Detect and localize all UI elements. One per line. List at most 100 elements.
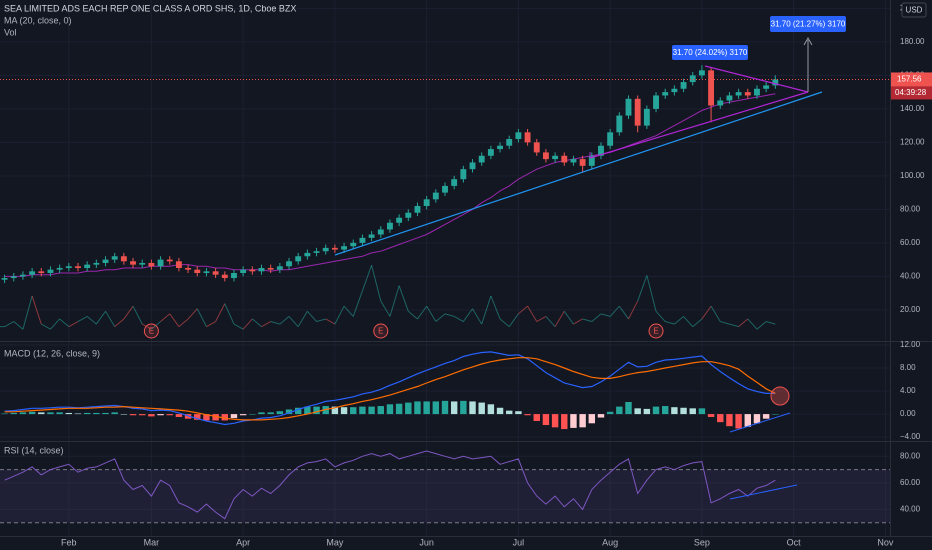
candle-body	[607, 132, 614, 146]
volume-segment	[288, 316, 299, 327]
volume-segment	[86, 316, 97, 325]
macd-histogram-bar	[524, 414, 531, 416]
macd-histogram-bar	[634, 408, 641, 415]
y-tick-label: 20.00	[900, 305, 921, 314]
volume-segment	[251, 318, 262, 328]
triangle-line	[589, 91, 809, 159]
candle-body	[561, 155, 568, 163]
macd-histogram-bar	[469, 401, 476, 415]
macd-histogram-bar	[83, 412, 91, 415]
volume-segment	[178, 318, 189, 328]
countdown-label: 04:39:28	[895, 88, 927, 97]
candle-body	[368, 234, 375, 238]
candle-body	[249, 269, 256, 272]
volume-segment	[206, 321, 216, 328]
candle-body	[772, 79, 779, 86]
candle-body	[65, 266, 72, 268]
candle-body	[542, 152, 549, 160]
candle-body	[377, 229, 384, 235]
divergence-line	[729, 484, 798, 500]
rsi-line	[4, 450, 776, 520]
x-tick-label: Jun	[419, 537, 434, 547]
macd-histogram-bar	[139, 414, 146, 416]
candle-body	[754, 88, 760, 96]
macd-histogram-bar	[625, 402, 632, 415]
macd-histogram-bar	[129, 414, 137, 416]
candle-body	[286, 261, 292, 267]
macd-histogram-bar	[515, 411, 522, 415]
volume-segment	[22, 295, 33, 330]
volume-segment	[453, 315, 464, 322]
volume-segment	[270, 321, 280, 325]
candle-body	[442, 185, 448, 193]
y-tick-label: 8.00	[900, 363, 916, 372]
volume-segment	[618, 305, 629, 320]
macd-histogram-bar	[368, 406, 375, 415]
volume-segment	[242, 318, 253, 330]
y-tick-label: 140.00	[900, 104, 925, 113]
volume-segment	[582, 318, 592, 323]
volume-segment	[499, 318, 510, 328]
x-tick-label: Oct	[787, 537, 802, 547]
macd-histogram-bar	[157, 414, 164, 416]
candle-body	[75, 266, 81, 268]
candle-body	[533, 142, 540, 153]
macd-histogram-bar	[689, 408, 696, 415]
macd-histogram-bar	[267, 412, 274, 415]
volume-segment	[720, 321, 730, 325]
macd-histogram-bar	[276, 411, 284, 415]
x-tick-label: Sep	[694, 537, 710, 547]
annotation: 31.70 (21.27%) 3170	[771, 20, 846, 29]
macd-histogram-bar	[38, 412, 45, 415]
candle-body	[120, 256, 127, 262]
macd-histogram-bar	[506, 410, 513, 415]
candle-body	[341, 246, 348, 250]
volume-segment	[13, 321, 24, 330]
candle-body	[497, 145, 503, 150]
macd-histogram-bar	[285, 409, 293, 415]
last-price-label: 157.56	[897, 75, 922, 84]
candle-body	[432, 192, 439, 200]
macd-histogram-bar	[166, 414, 173, 416]
candle-body	[20, 274, 26, 277]
rsi-band	[0, 469, 890, 523]
candle-body	[157, 259, 164, 267]
volume-segment	[426, 305, 437, 322]
macd-histogram-bar	[579, 414, 586, 428]
macd-histogram-bar	[258, 412, 265, 415]
macd-histogram-bar	[542, 414, 550, 426]
volume-segment	[536, 315, 547, 322]
volume-segment	[665, 321, 675, 325]
macd-histogram-bar	[717, 414, 724, 423]
macd-histogram-bar	[230, 414, 238, 419]
candle-body	[643, 108, 650, 126]
macd-histogram-bar	[616, 406, 623, 415]
macd-histogram-bar	[460, 400, 467, 415]
macd-histogram-bar	[359, 406, 366, 415]
candle-body	[634, 98, 641, 126]
annotation-box	[770, 16, 846, 32]
volume-segment	[481, 295, 492, 325]
candle-body	[1, 278, 8, 280]
volume-segment	[41, 323, 51, 330]
trend-line	[334, 91, 823, 256]
candle-body	[139, 262, 146, 265]
volume-segment	[563, 311, 574, 325]
candle-body	[56, 267, 63, 270]
annotation: 31.70 (24.02%) 3170	[673, 48, 748, 57]
moving-average	[4, 93, 776, 277]
chart-title: SEA LIMITED ADS EACH REP ONE CLASS A ORD…	[4, 3, 296, 13]
earnings-marker	[648, 323, 664, 339]
candle-body	[194, 269, 201, 274]
macd-histogram-bar	[111, 412, 118, 415]
candle-body	[350, 242, 357, 247]
y-tick-label: 120.00	[900, 137, 925, 146]
volume-segment	[59, 318, 70, 328]
volume-segment	[674, 316, 684, 325]
candle-body	[396, 217, 403, 223]
candle-body	[267, 267, 274, 270]
volume-segment	[196, 308, 207, 327]
indicator-label: MA (20, close, 0)	[4, 15, 72, 25]
currency-box	[901, 2, 927, 18]
